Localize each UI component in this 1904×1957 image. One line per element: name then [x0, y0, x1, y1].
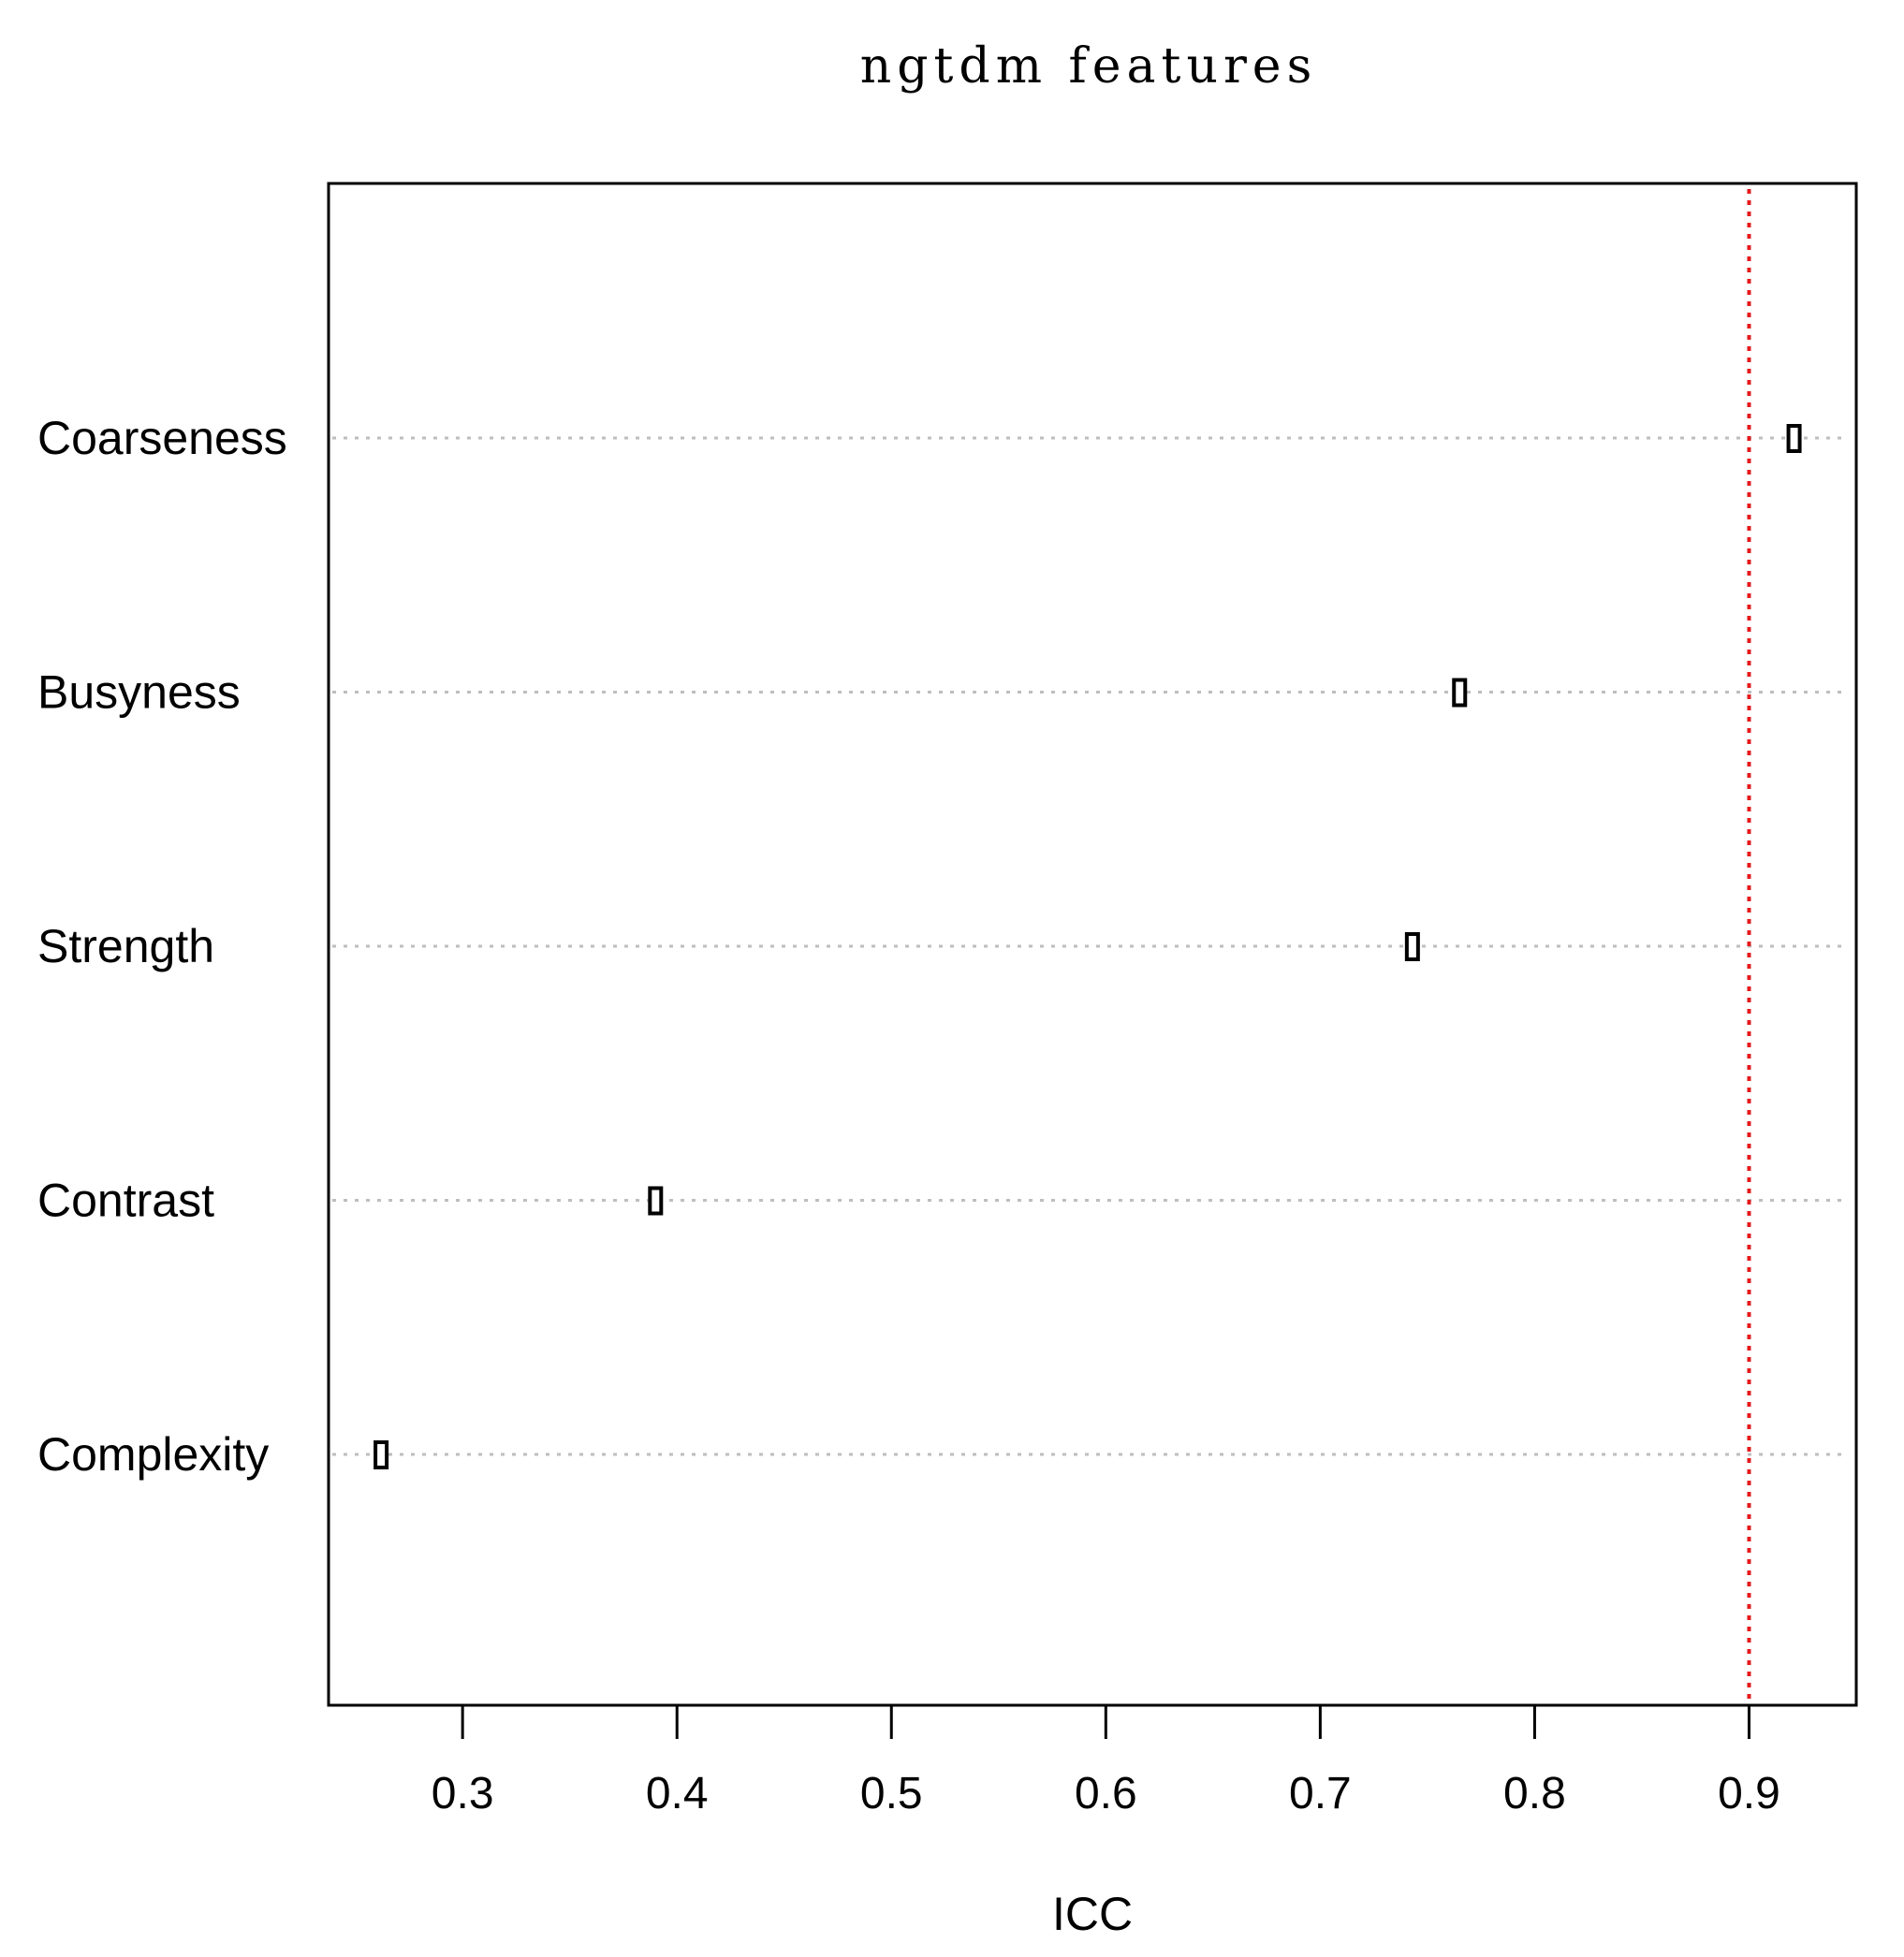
category-label-complexity: Complexity: [37, 1428, 269, 1481]
x-tick-label-1: 0.4: [646, 1769, 709, 1818]
data-point-complexity: [373, 1440, 389, 1469]
category-label-strength: Strength: [37, 920, 214, 972]
x-tick-label-3: 0.6: [1075, 1769, 1137, 1818]
point-layer: [373, 424, 1802, 1469]
data-point-busyness: [1452, 678, 1468, 708]
x-tick-label-4: 0.7: [1289, 1769, 1352, 1818]
plot-frame: [327, 182, 1858, 1707]
chart-title: ngtdm features: [860, 38, 1318, 95]
data-point-contrast: [648, 1186, 664, 1216]
x-tick-label-5: 0.8: [1503, 1769, 1566, 1818]
x-axis: 0.3 0.4 0.5 0.6 0.7 0.8 0.9: [432, 1705, 1780, 1818]
data-point-coarseness: [1786, 424, 1802, 453]
category-label-contrast: Contrast: [37, 1175, 214, 1227]
x-tick-label-0: 0.3: [432, 1769, 494, 1818]
data-point-strength: [1404, 932, 1420, 961]
grid-layer: [332, 436, 1849, 1456]
category-label-busyness: Busyness: [37, 666, 241, 719]
category-label-coarseness: Coarseness: [37, 412, 287, 464]
x-tick-label-6: 0.9: [1718, 1769, 1780, 1818]
x-tick-label-2: 0.5: [860, 1769, 923, 1818]
category-label-layer: Coarseness Busyness Strength Contrast Comple…: [37, 412, 287, 1481]
x-axis-title: ICC: [1052, 1888, 1133, 1940]
